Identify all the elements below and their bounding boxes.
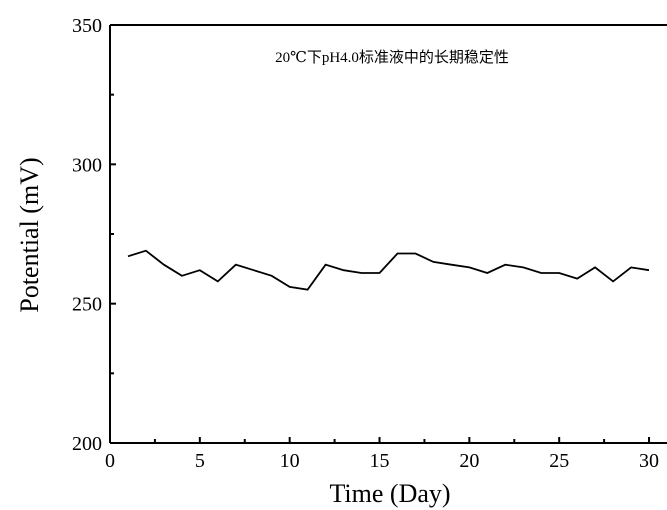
x-tick-label: 30 [639, 450, 659, 472]
y-tick-label: 350 [72, 15, 102, 37]
y-tick-label: 250 [72, 294, 102, 316]
x-tick-label: 25 [549, 450, 569, 472]
y-tick-label: 300 [72, 154, 102, 176]
tick-labels: 200 250 300 350 0 5 10 15 20 25 30 [72, 15, 659, 472]
chart-annotation: 20℃下pH4.0标准液中的长期稳定性 [275, 49, 509, 66]
x-tick-label: 5 [195, 450, 205, 472]
plot-frame-group [109, 24, 667, 444]
x-tick-label: 0 [105, 450, 115, 472]
axis-ticks [109, 24, 651, 444]
x-axis-label: Time (Day) [329, 479, 450, 508]
series-group [127, 249, 650, 291]
x-tick-label: 20 [459, 450, 479, 472]
x-tick-label: 10 [280, 450, 300, 472]
x-tick-label: 15 [370, 450, 390, 472]
series-line [127, 249, 650, 291]
y-axis-label: Potential (mV) [15, 157, 44, 312]
y-tick-label: 200 [72, 433, 102, 455]
